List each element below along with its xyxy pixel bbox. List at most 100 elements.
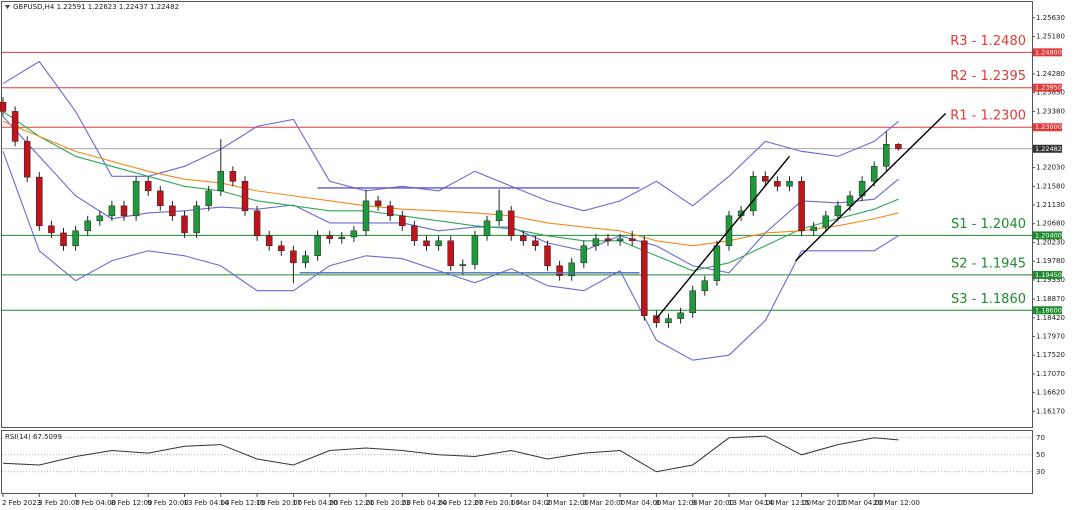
indicator-line	[2, 60, 899, 212]
x-tick-label: 13 Feb 04:00	[184, 499, 230, 507]
current-price-label: 1.22482	[1035, 145, 1062, 153]
candle-body	[399, 215, 406, 227]
candle-body	[483, 220, 491, 237]
candle-body	[495, 210, 503, 222]
level-tag	[1033, 123, 1062, 132]
y-tick-label: 1.23380	[1036, 107, 1065, 115]
candle-body	[749, 176, 757, 212]
candle-body	[641, 240, 648, 316]
rsi-frame	[1, 430, 1033, 494]
rsi-tick-label: 30	[1036, 468, 1045, 476]
candle-body	[253, 210, 261, 237]
candle-body	[786, 181, 793, 187]
level-tag	[1033, 270, 1062, 279]
candle-body	[157, 190, 164, 207]
y-tick-label: 1.19780	[1036, 257, 1065, 265]
y-tick-label: 1.25180	[1036, 33, 1065, 41]
y-tick-label: 1.24280	[1036, 70, 1065, 78]
candle-body	[290, 250, 297, 264]
x-tick-label: 24 Feb 12:00	[438, 499, 484, 507]
candle-body	[181, 215, 188, 234]
candle-body	[217, 171, 225, 192]
level-tag-label: 1.20400	[1035, 231, 1062, 239]
x-tick-label: 9 Mar 20:00	[692, 499, 734, 507]
level-label: R3 - 1.2480	[950, 34, 1026, 49]
candle-body	[362, 200, 370, 232]
candle-body	[616, 238, 624, 242]
candle-body	[314, 235, 321, 257]
candle-body	[326, 235, 333, 239]
candle-body	[265, 235, 273, 247]
candle-body	[241, 181, 249, 212]
candle-body	[374, 200, 382, 207]
candle-body	[701, 280, 709, 291]
y-tick-label: 1.17970	[1036, 332, 1065, 340]
candle-body	[846, 195, 854, 207]
level-tag	[1033, 83, 1062, 92]
candle-body	[36, 176, 43, 227]
x-tick-label: 17 Mar 04:00	[837, 499, 884, 507]
chart-title: GBPUSD,H4 1.22591 1.22623 1.22437 1.2248…	[13, 3, 179, 11]
candle-body	[665, 318, 672, 323]
y-tick-label: 1.20230	[1036, 238, 1065, 246]
rsi-line	[2, 435, 899, 473]
y-tick-label: 1.18870	[1036, 295, 1065, 303]
candle-body	[774, 181, 781, 187]
candle-body	[144, 181, 152, 192]
level-tag	[1033, 231, 1062, 240]
level-label: R1 - 1.2300	[950, 109, 1026, 124]
candle-body	[338, 236, 346, 239]
x-tick-label: 21 Feb 20:00	[365, 499, 411, 507]
rsi-tick-label: 50	[1036, 451, 1045, 459]
candle-body	[713, 245, 721, 281]
x-tick-label: 20 Feb 12:00	[329, 499, 375, 507]
rsi-title: RSI(14) 67.5099	[5, 433, 62, 441]
candle-body	[895, 144, 902, 150]
indicator-line	[2, 151, 899, 361]
y-tick-label: 1.25630	[1036, 14, 1065, 22]
x-tick-label: 8 Feb 12:00	[111, 499, 152, 507]
level-tag-label: 1.18600	[1035, 306, 1062, 314]
candle-body	[762, 176, 769, 182]
y-tick-label: 1.16170	[1036, 407, 1065, 415]
candle-body	[96, 215, 104, 222]
drawing-line	[655, 155, 791, 320]
candle-body	[459, 264, 467, 267]
candle-body	[653, 315, 660, 323]
candle-body	[520, 235, 527, 242]
candle-body	[120, 205, 128, 217]
y-tick-label: 1.21580	[1036, 182, 1065, 190]
level-tag	[1033, 48, 1062, 57]
level-label: S2 - 1.1945	[951, 256, 1026, 271]
candle-body	[507, 210, 515, 237]
candle-body	[580, 245, 588, 264]
candle-body	[169, 205, 176, 217]
level-tag-label: 1.24800	[1035, 48, 1062, 56]
candle-body	[411, 225, 418, 242]
y-tick-label: 1.20680	[1036, 220, 1065, 228]
candle-body	[423, 240, 430, 247]
current-price-tag	[1033, 144, 1062, 153]
candle-body	[628, 238, 636, 242]
x-tick-label: 14 Feb 12:00	[220, 499, 266, 507]
candle-body	[435, 240, 442, 247]
candle-body	[544, 245, 551, 267]
drawing-line	[795, 112, 947, 262]
x-tick-label: 1 Mar 04:00	[510, 499, 552, 507]
indicator-line	[2, 110, 899, 272]
y-tick-label: 1.16620	[1036, 389, 1065, 397]
main-frame	[1, 1, 1033, 428]
x-tick-label: 8 Mar 12:00	[655, 499, 697, 507]
candle-body	[229, 171, 237, 182]
candle-body	[810, 226, 817, 232]
x-tick-label: 2 Feb 2023	[2, 499, 41, 507]
y-tick-label: 1.19330	[1036, 276, 1065, 284]
candle-body	[592, 238, 600, 247]
candle-body	[0, 102, 7, 112]
x-tick-label: 3 Feb 20:00	[38, 499, 79, 507]
level-label: S3 - 1.1860	[951, 292, 1026, 307]
x-tick-label: 15 Feb 20:00	[256, 499, 302, 507]
level-tag-label: 1.23950	[1035, 84, 1062, 92]
x-tick-label: 17 Feb 04:00	[292, 499, 338, 507]
